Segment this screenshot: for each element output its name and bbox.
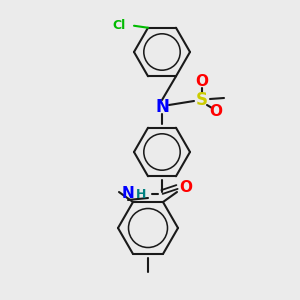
Text: N: N <box>122 187 134 202</box>
Text: O: O <box>196 74 208 89</box>
Text: N: N <box>155 98 169 116</box>
Text: O: O <box>179 179 193 194</box>
Text: S: S <box>196 91 208 109</box>
Text: Cl: Cl <box>113 19 126 32</box>
Text: O: O <box>209 104 223 119</box>
Text: H: H <box>136 188 146 200</box>
